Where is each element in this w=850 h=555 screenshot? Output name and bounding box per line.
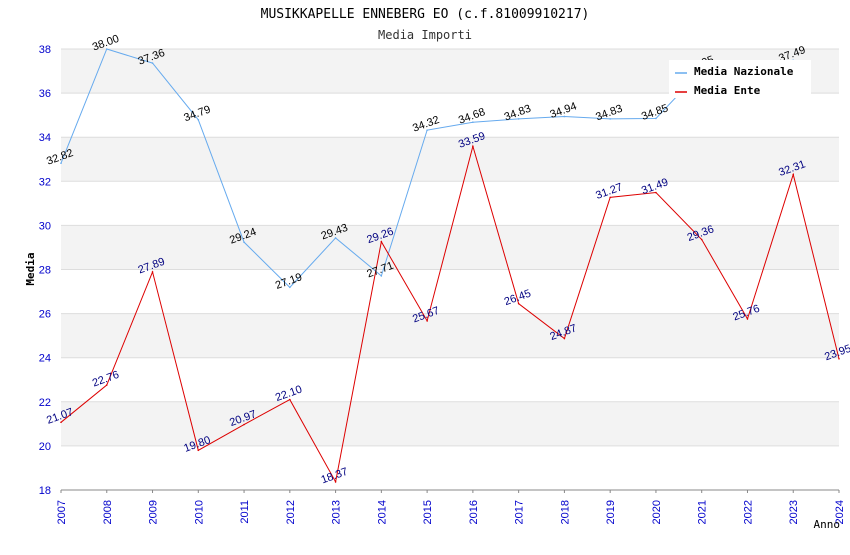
data-point-media-nazionale xyxy=(289,286,291,289)
x-tick-label: 2010 xyxy=(193,500,205,524)
x-tick-label: 2020 xyxy=(651,500,663,524)
x-tick-label: 2011 xyxy=(239,500,251,524)
legend: Media Nazionale Media Ente xyxy=(669,60,811,98)
data-point-media-ente xyxy=(655,191,657,194)
x-tick-label: 2019 xyxy=(605,500,617,524)
x-tick-label: 2016 xyxy=(468,500,480,524)
band-6 xyxy=(61,181,839,226)
x-tick-label: 2024 xyxy=(834,500,846,524)
x-axis-label: Anno xyxy=(814,518,841,531)
y-tick-label: 26 xyxy=(39,309,51,321)
data-point-media-ente xyxy=(517,302,520,305)
data-point-media-ente xyxy=(838,358,840,360)
band-7 xyxy=(61,137,839,182)
y-tick-label: 18 xyxy=(39,485,51,497)
data-point-media-ente xyxy=(609,196,611,199)
y-tick-label: 30 xyxy=(39,220,51,232)
x-tick-label: 2012 xyxy=(285,500,297,524)
band-2 xyxy=(61,357,839,402)
data-point-media-nazionale xyxy=(380,275,383,277)
data-point-media-ente xyxy=(746,318,749,320)
y-tick-label: 22 xyxy=(39,397,51,409)
data-point-media-nazionale xyxy=(105,48,108,50)
legend-box xyxy=(669,60,811,98)
y-tick-label: 34 xyxy=(39,132,51,144)
data-point-media-ente xyxy=(243,423,245,426)
data-point-media-ente xyxy=(151,271,154,273)
x-tick-label: 2007 xyxy=(56,500,68,524)
data-point-media-ente xyxy=(792,173,795,176)
x-tick-label: 2015 xyxy=(422,500,434,524)
data-point-media-ente xyxy=(334,481,337,483)
data-point-media-nazionale xyxy=(243,241,245,243)
data-point-media-ente xyxy=(380,240,383,243)
data-point-media-ente xyxy=(289,398,291,401)
series-lines xyxy=(60,48,840,484)
x-tick-label: 2013 xyxy=(331,500,343,524)
x-tick-label: 2008 xyxy=(102,500,114,524)
y-tick-label: 24 xyxy=(39,353,51,365)
legend-label-media-ente: Media Ente xyxy=(694,84,761,97)
data-point-media-nazionale xyxy=(197,118,200,121)
data-point-media-ente xyxy=(105,384,108,386)
band-3 xyxy=(61,313,839,358)
x-tick-label: 2017 xyxy=(514,500,526,524)
data-point-media-nazionale xyxy=(563,115,566,118)
chart-subtitle: Media Importi xyxy=(378,28,472,42)
data-point-media-nazionale xyxy=(151,62,154,64)
data-point-media-ente xyxy=(563,337,566,340)
band-8 xyxy=(61,93,839,138)
chart-title: MUSIKKAPELLE ENNEBERG EO (c.f.8100991021… xyxy=(261,7,590,22)
data-point-media-nazionale xyxy=(609,118,611,120)
band-4 xyxy=(61,269,839,314)
x-tick-label: 2022 xyxy=(742,500,754,524)
y-tick-labels: 18 20 22 24 26 28 30 32 34 36 38 xyxy=(39,44,51,497)
data-point-media-ente xyxy=(472,145,474,148)
data-point-media-ente xyxy=(60,421,62,424)
data-point-media-ente xyxy=(197,449,200,452)
band-0 xyxy=(61,445,839,490)
x-tick-label: 2018 xyxy=(559,500,571,524)
data-point-media-nazionale xyxy=(655,117,657,120)
band-1 xyxy=(61,401,839,446)
y-axis-label: Media xyxy=(24,252,37,285)
y-tick-label: 32 xyxy=(39,176,51,188)
data-point-media-nazionale xyxy=(334,237,337,239)
data-point-media-ente xyxy=(426,320,428,322)
x-tick-label: 2009 xyxy=(148,500,160,524)
x-tick-label: 2021 xyxy=(697,500,709,524)
y-tick-label: 20 xyxy=(39,441,51,453)
data-point-media-ente xyxy=(700,238,703,241)
y-tick-label: 36 xyxy=(39,88,51,100)
x-tick-label: 2014 xyxy=(376,500,388,524)
x-tick-label: 2023 xyxy=(788,500,800,524)
legend-label-media-nazionale: Media Nazionale xyxy=(694,65,794,78)
x-tick-labels: 2007 2008 2009 2010 2011 2012 2013 2014 2015 2016… xyxy=(56,490,846,524)
y-tick-label: 28 xyxy=(39,265,51,277)
data-point-media-nazionale xyxy=(60,162,62,165)
y-tick-label: 38 xyxy=(39,44,51,56)
data-point-media-nazionale xyxy=(472,121,474,124)
series-line-media-ente xyxy=(60,144,840,484)
background-bands xyxy=(61,49,839,490)
data-point-media-nazionale xyxy=(426,129,428,131)
data-point-media-nazionale xyxy=(517,118,520,120)
